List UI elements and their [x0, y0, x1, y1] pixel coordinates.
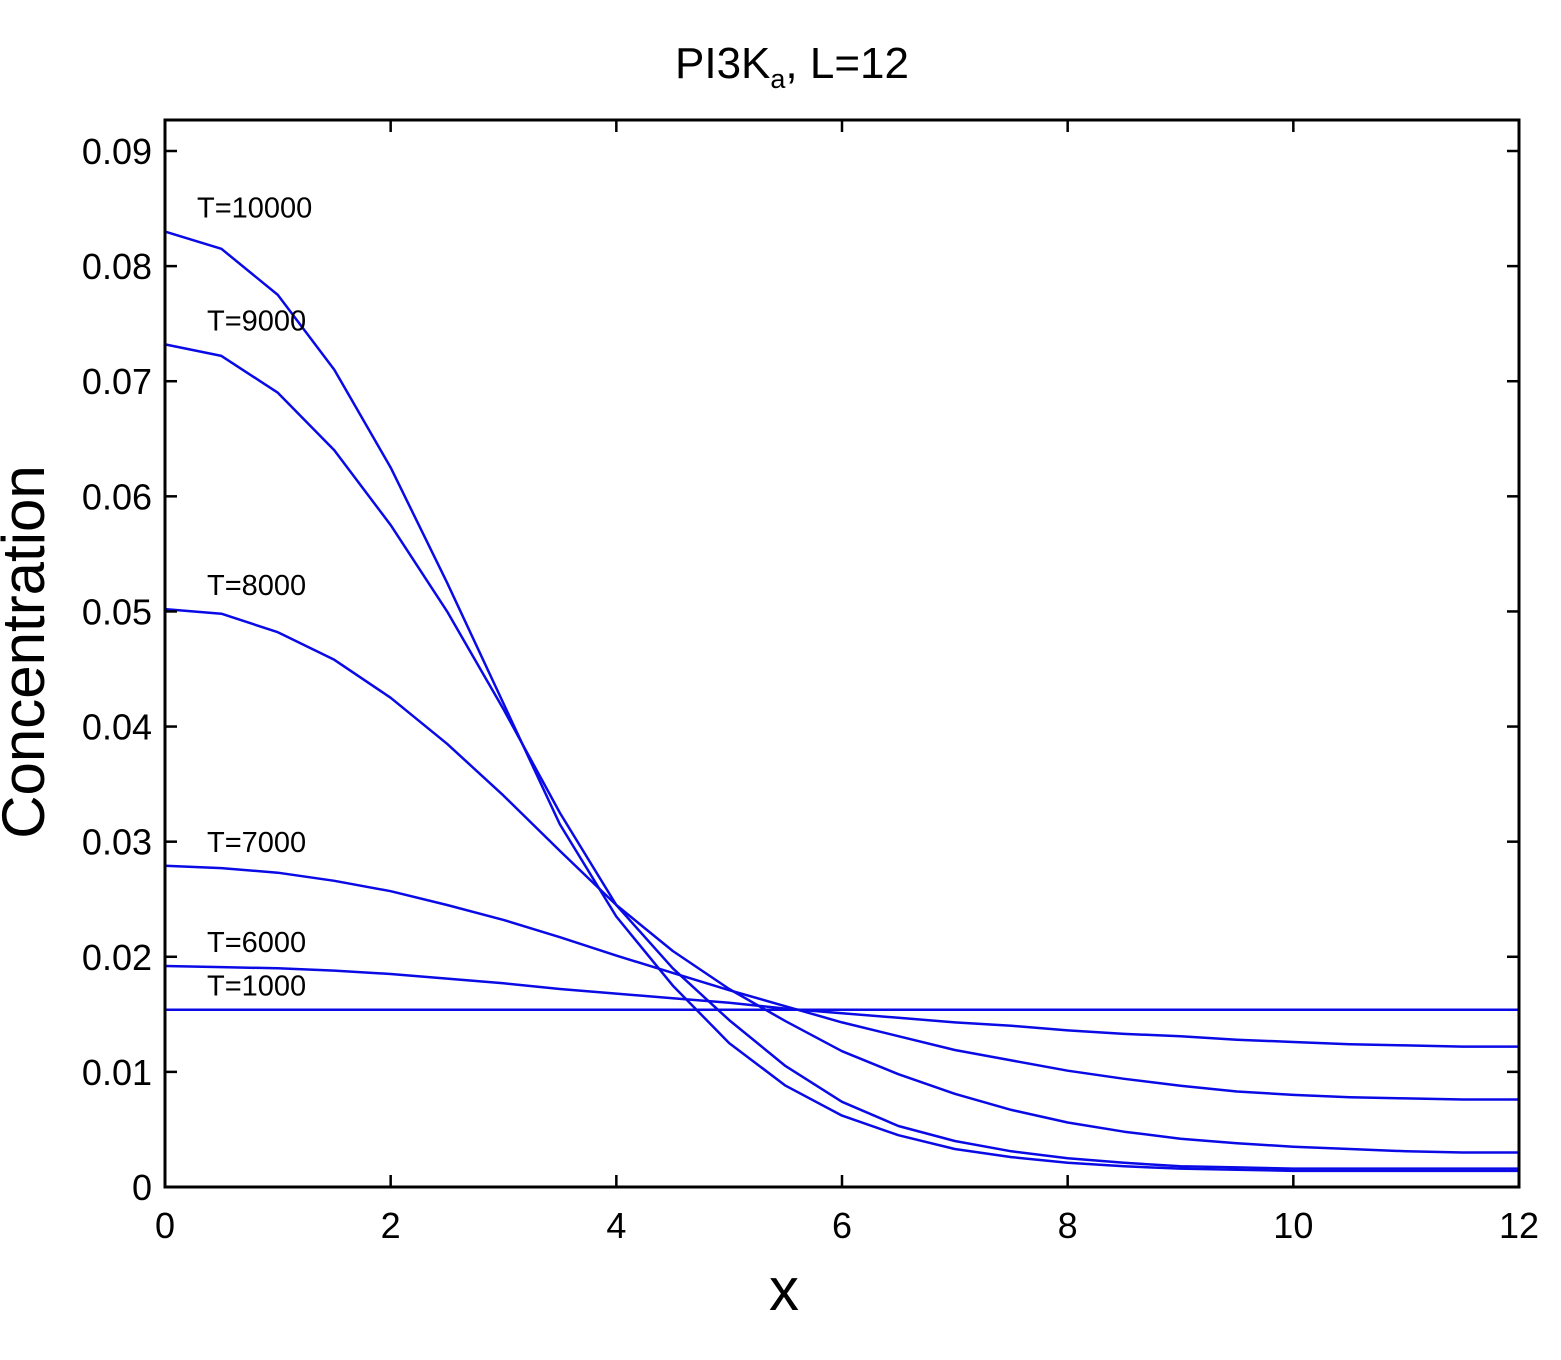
chart-title: PI3Ka, L=12 [675, 39, 909, 94]
ticks-layer: 0 2 4 6 8 10 12 0 0.01 0.02 0.03 0.04 0.05 0.06 0.07 0.… [82, 120, 1539, 1246]
plot-frame [163, 118, 1521, 1189]
x-tick-label: 2 [381, 1205, 401, 1246]
y-tick-label: 0.02 [82, 937, 152, 978]
series-annotation: T=7000 [207, 827, 306, 859]
series-annotation: T=9000 [207, 305, 306, 337]
y-tick-label: 0.09 [82, 131, 152, 172]
x-tick-label: 12 [1499, 1205, 1539, 1246]
y-tick-label: 0.04 [82, 707, 152, 748]
series-line-t-8000 [164, 607, 1519, 1154]
chart-title-main: PI3K [675, 39, 770, 88]
x-tick-label: 10 [1273, 1205, 1313, 1246]
annotation-layer: T=10000 T=9000 T=8000 T=7000 T=6000 T=1000 [197, 193, 312, 1003]
x-tick-label: 6 [832, 1205, 852, 1246]
series-line-t-7000 [164, 864, 1519, 1101]
y-tick-label: 0 [132, 1167, 152, 1208]
series-line-t-10000 [164, 230, 1519, 1173]
series-annotation: T=8000 [207, 570, 306, 602]
series-line-t-9000 [164, 343, 1519, 1170]
y-tick-label: 0.07 [82, 361, 152, 402]
x-tick-label: 0 [155, 1205, 175, 1246]
x-tick-label: 8 [1058, 1205, 1078, 1246]
x-tick-label: 4 [606, 1205, 626, 1246]
y-tick-label: 0.08 [82, 246, 152, 287]
y-tick-label: 0.05 [82, 591, 152, 632]
series-layer [164, 230, 1519, 1173]
y-tick-label: 0.01 [82, 1052, 152, 1093]
y-tick-label: 0.06 [82, 476, 152, 517]
chart-title-subscript: a [770, 64, 786, 94]
series-annotation: T=6000 [207, 927, 306, 959]
chart-title-suffix: , L=12 [785, 39, 909, 88]
series-annotation: T=10000 [197, 193, 312, 225]
x-axis-label: x [769, 1256, 799, 1323]
series-annotation: T=1000 [207, 971, 306, 1003]
series-line-t-6000 [164, 964, 1519, 1048]
y-tick-label: 0.03 [82, 822, 152, 863]
y-axis-label: Concentration [0, 465, 57, 839]
